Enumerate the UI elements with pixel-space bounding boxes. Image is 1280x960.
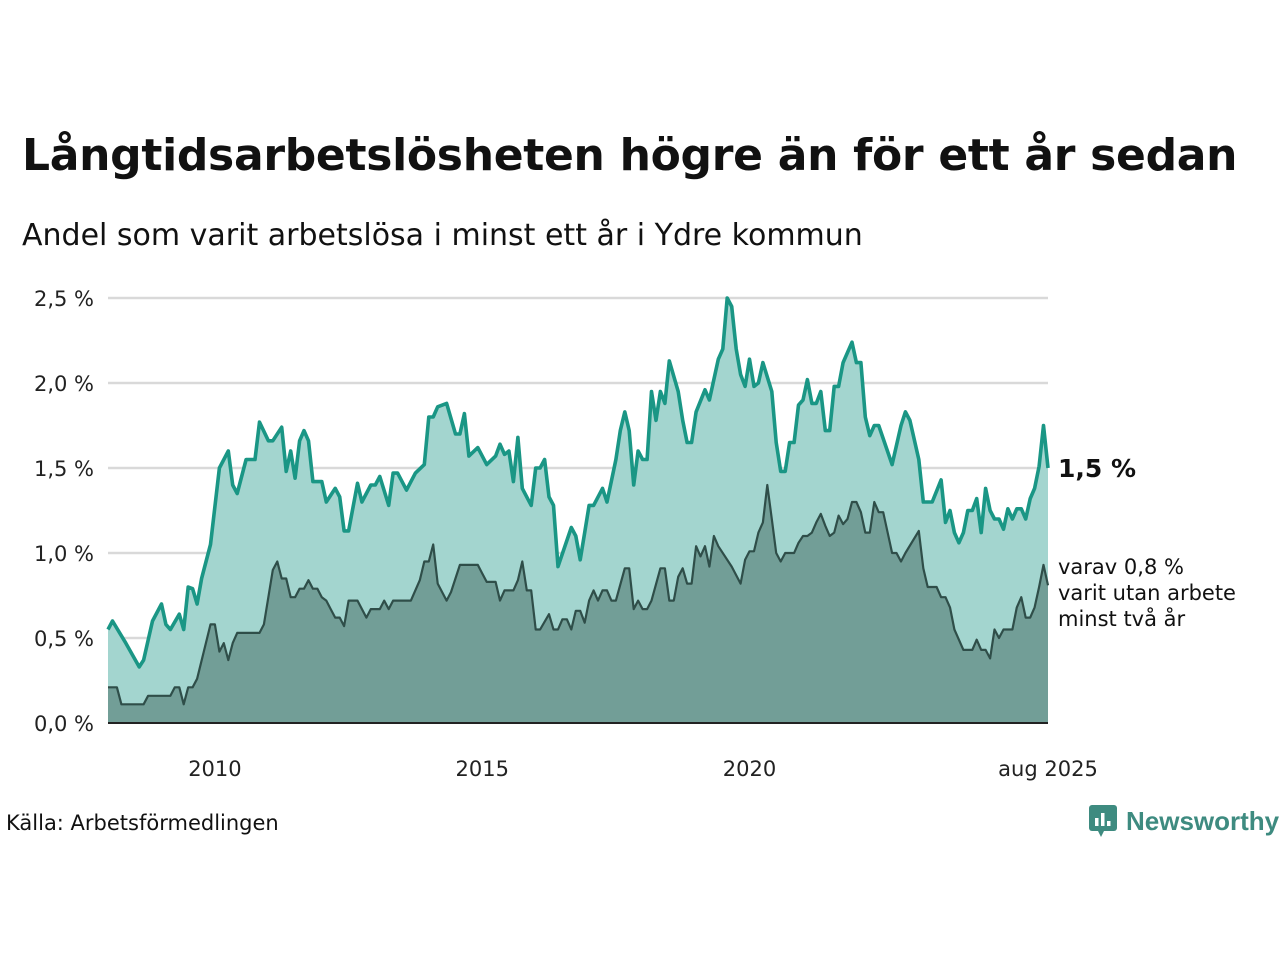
series-line-total xyxy=(106,296,1050,669)
newsworthy-logo: Newsworthy xyxy=(1088,804,1279,838)
x-tick-label: 2015 xyxy=(455,757,508,781)
y-tick-label: 1,5 % xyxy=(34,457,94,481)
y-tick-label: 0,5 % xyxy=(34,627,94,651)
series-area-two_years xyxy=(108,485,1048,723)
chart-subtitle: Andel som varit arbetslösa i minst ett å… xyxy=(22,218,863,253)
chart-title: Långtidsarbetslösheten högre än för ett … xyxy=(22,130,1238,181)
newsworthy-logo-icon xyxy=(1089,805,1117,837)
x-tick-label: aug 2025 xyxy=(998,757,1098,781)
end-value-label: 1,5 % xyxy=(1058,454,1136,483)
y-axis: 0,0 % 0,5 % 1,0 % 1,5 % 2,0 % 2,5 % xyxy=(34,287,1048,736)
chart-areas xyxy=(106,296,1050,723)
y-tick-label: 1,0 % xyxy=(34,542,94,566)
sub-series-label: varav 0,8 % varit utan arbete minst två … xyxy=(1058,555,1243,631)
x-tick-label: 2010 xyxy=(188,757,241,781)
source-note: Källa: Arbetsförmedlingen xyxy=(6,811,279,835)
newsworthy-logo-text: Newsworthy xyxy=(1126,805,1280,836)
sub-series-label-line: varit utan arbete xyxy=(1058,581,1236,605)
x-axis: 2010 2015 2020 aug 2025 xyxy=(188,757,1098,781)
x-tick-label: 2020 xyxy=(723,757,776,781)
series-line-two_years xyxy=(108,483,1050,706)
sub-series-label-line: varav 0,8 % xyxy=(1058,555,1184,579)
y-tick-label: 2,5 % xyxy=(34,287,94,311)
y-tick-label: 2,0 % xyxy=(34,372,94,396)
y-tick-label: 0,0 % xyxy=(34,712,94,736)
sub-series-label-line: minst två år xyxy=(1058,606,1186,631)
